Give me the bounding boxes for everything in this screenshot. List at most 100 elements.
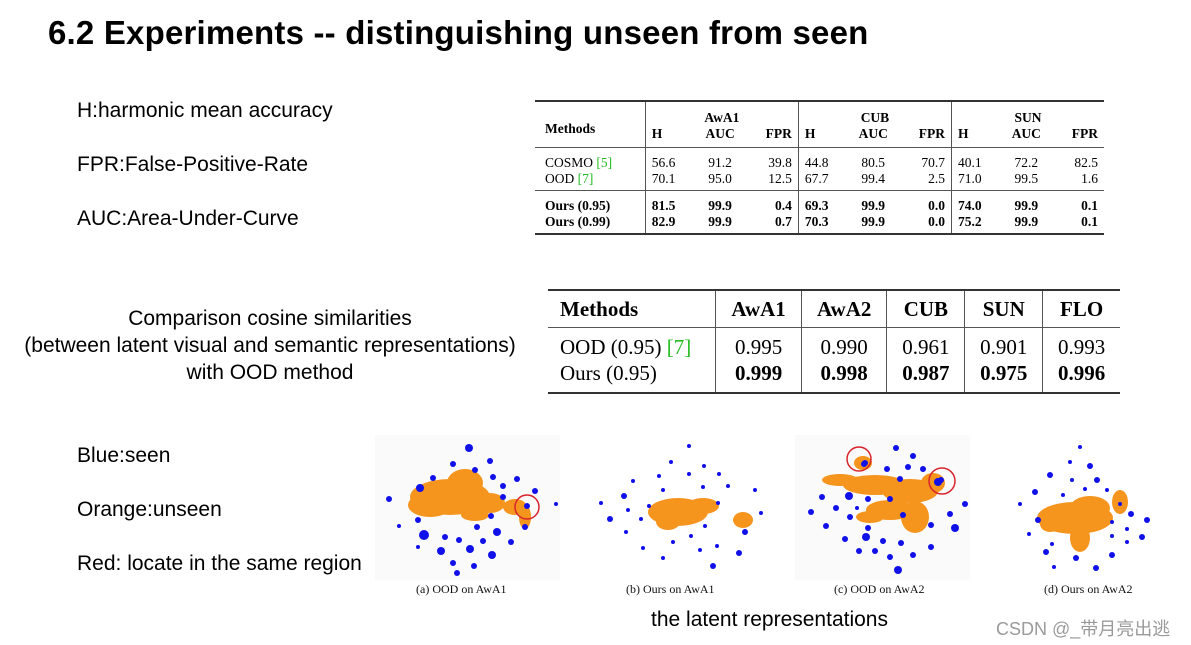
- citation-link[interactable]: [5]: [596, 155, 613, 170]
- definition-auc: AUC:Area-Under-Curve: [77, 207, 299, 230]
- cell-value: 81.5: [644, 190, 693, 214]
- subheader-fpr: FPR: [765, 126, 792, 141]
- cell-value: 91.2: [692, 147, 748, 171]
- table-row: Ours (0.95) 81.5 99.9 0.4 69.3 99.9 0.0 …: [535, 190, 1104, 214]
- subheader-fpr: FPR: [1071, 126, 1098, 141]
- scatter-plot-ood-awa1: [375, 435, 560, 580]
- cell-value: 99.5: [1014, 171, 1039, 186]
- definition-fpr: FPR:False-Positive-Rate: [77, 153, 309, 176]
- scatter-caption: (d) Ours on AwA2: [1044, 582, 1133, 596]
- cell-value: 0.901: [964, 327, 1043, 360]
- cell-value: 39.8: [747, 147, 799, 171]
- cosine-caption-line: (between latent visual and semantic repr…: [24, 334, 516, 357]
- scatter-caption: (c) OOD on AwA2: [834, 582, 925, 596]
- citation-link[interactable]: [7]: [666, 334, 692, 359]
- cell-value: 95.0: [708, 171, 732, 186]
- cell-value: 99.9: [708, 214, 732, 229]
- method-name: COSMO: [545, 155, 594, 170]
- cell-value: 0.990: [800, 327, 887, 360]
- cell-value: 74.0: [951, 190, 1000, 214]
- scatter-caption: (b) Ours on AwA1: [626, 582, 715, 596]
- subheader-h: H: [797, 126, 847, 148]
- cell-value: 67.7: [797, 171, 847, 191]
- subheader-h: H: [951, 126, 1000, 148]
- watermark: CSDN @_带月亮出逃: [996, 619, 1171, 639]
- cell-value: 72.2: [999, 147, 1054, 171]
- cell-value: 70.7: [900, 147, 952, 171]
- subheader-auc: AUC: [1011, 126, 1041, 141]
- cell-value: 99.9: [861, 214, 886, 229]
- method-name: Ours (0.95): [535, 190, 646, 214]
- cell-value: 0.1: [1081, 214, 1098, 229]
- cell-value: 0.1: [1053, 190, 1104, 214]
- cell-value: 0.0: [928, 214, 945, 229]
- cell-value: 70.3: [797, 214, 847, 234]
- table-row: COSMO [5] 56.6 91.2 39.8 44.8 80.5 70.7 …: [535, 147, 1104, 171]
- figure-caption: the latent representations: [651, 608, 888, 631]
- cell-value: 80.5: [846, 147, 901, 171]
- method-name: OOD: [545, 171, 575, 186]
- cell-value: 0.961: [886, 327, 965, 360]
- cosine-caption-line: Comparison cosine similarities: [128, 307, 412, 330]
- scatter-plot-ood-awa2: [795, 435, 970, 580]
- cell-value: 56.6: [644, 147, 693, 171]
- cosine-similarity-table: Methods AwA1 AwA2 CUB SUN FLO OOD (0.95)…: [548, 289, 1120, 394]
- group-header-awa1: AwA1: [644, 101, 799, 126]
- method-name: Ours (0.95): [560, 360, 657, 385]
- definition-h: H:harmonic mean accuracy: [77, 99, 333, 122]
- cell-value: 0.993: [1042, 327, 1120, 360]
- scatter-caption: (a) OOD on AwA1: [416, 582, 507, 596]
- subheader-auc: AUC: [705, 126, 735, 141]
- cell-value: 71.0: [951, 171, 1000, 191]
- cosine-caption: Comparison cosine similarities (between …: [0, 305, 540, 386]
- method-name: Ours (0.99): [545, 214, 611, 229]
- group-header-sun: SUN: [951, 101, 1104, 126]
- table-row: OOD (0.95) [7] 0.995 0.990 0.961 0.901 0…: [548, 327, 1120, 360]
- cell-value: 82.9: [644, 214, 693, 234]
- cell-value: 40.1: [951, 147, 1000, 171]
- scatter-plot-ours-awa1: [593, 440, 763, 580]
- subheader-h: H: [644, 126, 693, 148]
- table-row: OOD [7] 70.1 95.0 12.5 67.7 99.4 2.5 71.…: [535, 171, 1104, 191]
- column-header-cub: CUB: [886, 290, 965, 328]
- results-table-h-auc-fpr: Methods AwA1 CUB SUN H AUC FPR H AUC FPR…: [535, 100, 1104, 235]
- cell-value: 0.987: [886, 360, 965, 393]
- cell-value: 44.8: [797, 147, 847, 171]
- cosine-caption-line: with OOD method: [186, 361, 354, 384]
- slide-title: 6.2 Experiments -- distinguishing unseen…: [48, 14, 869, 51]
- cell-value: 0.975: [964, 360, 1043, 393]
- cell-value: 0.996: [1042, 360, 1120, 393]
- cell-value: 0.0: [900, 190, 952, 214]
- cell-value: 12.5: [768, 171, 792, 186]
- cell-value: 99.9: [846, 190, 901, 214]
- column-header-sun: SUN: [964, 290, 1043, 328]
- cell-value: 99.9: [999, 190, 1054, 214]
- citation-link[interactable]: [7]: [577, 171, 594, 186]
- methods-header: Methods: [548, 290, 716, 328]
- cell-value: 1.6: [1081, 171, 1098, 186]
- methods-header: Methods: [545, 120, 596, 136]
- cell-value: 99.9: [1014, 214, 1039, 229]
- column-header-awa2: AwA2: [800, 290, 887, 328]
- cell-value: 99.9: [692, 190, 748, 214]
- cell-value: 82.5: [1053, 147, 1104, 171]
- legend-note-red: Red: locate in the same region: [77, 552, 362, 575]
- table-row: Ours (0.99) 82.9 99.9 0.7 70.3 99.9 0.0 …: [535, 214, 1104, 234]
- cell-value: 0.999: [715, 360, 802, 393]
- cell-value: 69.3: [797, 190, 847, 214]
- method-name: OOD (0.95): [560, 334, 662, 359]
- cell-value: 2.5: [928, 171, 945, 186]
- cell-value: 75.2: [951, 214, 1000, 234]
- subheader-fpr: FPR: [918, 126, 945, 141]
- cell-value: 70.1: [644, 171, 693, 191]
- cell-value: 99.4: [861, 171, 886, 186]
- column-header-flo: FLO: [1042, 290, 1120, 328]
- group-header-cub: CUB: [797, 101, 952, 126]
- cell-value: 0.998: [800, 360, 887, 393]
- column-header-awa1: AwA1: [715, 290, 802, 328]
- legend-note-seen: Blue:seen: [77, 444, 171, 467]
- legend-note-unseen: Orange:unseen: [77, 498, 222, 521]
- subheader-auc: AUC: [858, 126, 888, 141]
- scatter-plot-ours-awa2: [1010, 440, 1155, 580]
- cell-value: 0.4: [747, 190, 799, 214]
